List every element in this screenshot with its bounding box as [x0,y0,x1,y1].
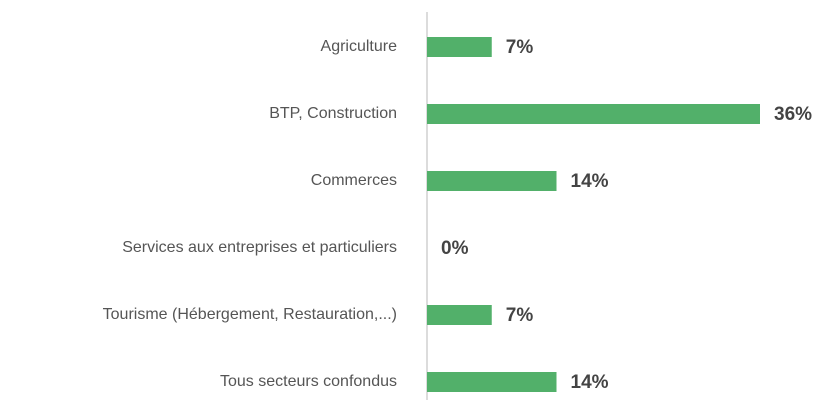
category-label: Agriculture [321,38,398,55]
bar [427,104,760,124]
bar [427,305,492,325]
value-label: 14% [571,372,609,393]
value-label: 14% [571,171,609,192]
value-label: 36% [774,104,812,125]
value-label: 7% [506,305,534,326]
category-label: BTP, Construction [269,105,397,122]
value-label: 0% [441,238,469,259]
category-label: Tous secteurs confondus [220,373,397,390]
bar [427,37,492,57]
category-label: Services aux entreprises et particuliers [122,239,397,256]
value-label: 7% [506,37,534,58]
category-label: Tourisme (Hébergement, Restauration,...) [103,306,397,323]
bar [427,372,557,392]
bar [427,171,557,191]
category-label: Commerces [311,172,397,189]
